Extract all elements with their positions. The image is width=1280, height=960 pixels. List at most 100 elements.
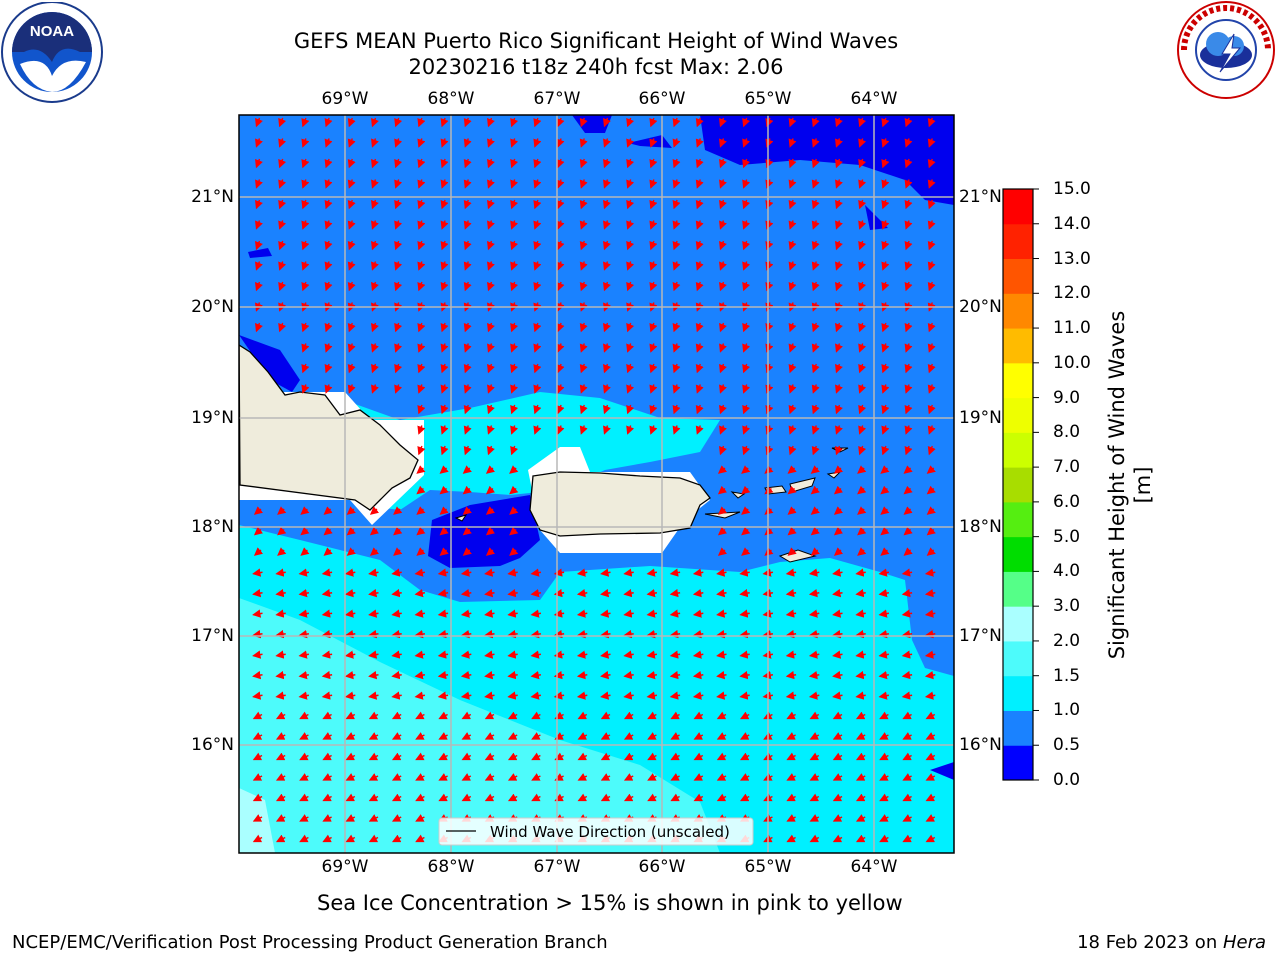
wind-wave-arrow (811, 404, 820, 415)
wind-wave-arrow (879, 834, 889, 843)
wind-wave-arrow (301, 220, 310, 230)
wind-wave-arrow (484, 670, 495, 680)
wind-wave-arrow (484, 588, 495, 598)
wind-wave-arrow (484, 773, 495, 781)
wind-wave-arrow (347, 261, 356, 271)
wind-wave-arrow (324, 117, 333, 128)
wind-wave-arrow (742, 384, 751, 394)
wind-wave-arrow (255, 138, 263, 148)
wind-wave-arrow (669, 588, 681, 598)
wind-wave-arrow (649, 117, 658, 128)
wind-wave-arrow (788, 343, 797, 353)
wind-wave-arrow (623, 609, 634, 618)
wind-wave-arrow (321, 629, 333, 639)
wind-wave-arrow (600, 691, 611, 700)
wind-wave-arrow (579, 240, 588, 251)
wind-wave-arrow (649, 199, 658, 210)
wind-wave-arrow (809, 773, 820, 781)
wind-wave-arrow (300, 526, 310, 536)
wind-wave-arrow (810, 485, 820, 495)
wind-wave-arrow (669, 629, 681, 639)
wind-wave-arrow (927, 281, 936, 292)
wind-wave-arrow (717, 547, 728, 556)
wind-wave-arrow (742, 404, 751, 415)
wind-wave-arrow (253, 547, 264, 556)
wind-wave-arrow (533, 179, 542, 189)
wind-wave-arrow (301, 199, 310, 210)
wind-wave-arrow (672, 404, 681, 415)
wind-wave-arrow (808, 588, 820, 598)
wind-wave-arrow (603, 117, 611, 128)
wind-wave-arrow (786, 711, 796, 720)
wind-wave-arrow (321, 670, 333, 680)
wind-wave-arrow (649, 158, 658, 169)
wind-wave-arrow (321, 650, 333, 659)
wind-wave-arrow (647, 711, 657, 720)
wind-wave-arrow (440, 158, 449, 169)
wind-wave-arrow (299, 773, 309, 781)
wind-wave-arrow (904, 199, 913, 210)
wind-wave-arrow (600, 670, 611, 680)
wind-wave-arrow (649, 322, 658, 333)
wind-wave-arrow (878, 670, 890, 680)
wind-wave-arrow (463, 138, 472, 148)
wind-wave-arrow (368, 650, 379, 659)
wind-wave-arrow (510, 281, 519, 292)
wind-wave-arrow (788, 261, 797, 271)
wind-wave-arrow (415, 773, 425, 781)
wind-wave-arrow (275, 691, 286, 700)
wind-wave-arrow (417, 322, 426, 333)
wind-wave-arrow (857, 547, 867, 556)
sea-ice-note-text: Sea Ice Concentration > 15% is shown in … (317, 891, 903, 915)
wind-wave-arrow (901, 691, 913, 700)
wind-wave-arrow (811, 138, 820, 148)
wind-wave-arrow (855, 793, 866, 802)
wind-wave-arrow (716, 609, 727, 618)
wind-wave-arrow (927, 425, 936, 435)
wind-wave-arrow (533, 199, 542, 210)
wind-wave-arrow (835, 199, 843, 210)
wind-wave-arrow (440, 363, 449, 374)
wind-wave-arrow (255, 240, 263, 251)
wind-wave-arrow (345, 732, 356, 740)
wind-wave-arrow (858, 179, 867, 189)
wind-wave-arrow (669, 670, 681, 680)
wind-wave-arrow (878, 691, 890, 700)
wind-wave-arrow (741, 526, 751, 536)
wind-wave-arrow (739, 691, 750, 700)
wind-wave-arrow (275, 732, 286, 740)
wind-wave-arrow (879, 752, 889, 761)
wind-wave-arrow (509, 506, 519, 515)
wind-wave-arrow (904, 281, 913, 292)
tick-label: 18°N (959, 517, 1002, 537)
wind-wave-arrow (646, 609, 658, 618)
wind-wave-arrow (835, 384, 843, 394)
wind-wave-arrow (716, 793, 727, 802)
wind-wave-arrow (716, 711, 727, 720)
tick-label: 65°W (744, 89, 792, 109)
wind-wave-arrow (788, 445, 797, 456)
wind-wave-arrow (437, 568, 449, 577)
wind-wave-arrow (507, 691, 518, 700)
wind-wave-arrow (719, 220, 727, 230)
wind-wave-arrow (460, 609, 472, 618)
wind-wave-arrow (809, 834, 820, 843)
wind-wave-arrow (742, 343, 751, 353)
wind-wave-arrow (347, 363, 356, 374)
wind-wave-arrow (693, 752, 704, 761)
wind-wave-arrow (576, 629, 588, 639)
wind-wave-arrow (901, 588, 913, 598)
wind-wave-arrow (832, 793, 843, 802)
wind-wave-arrow (487, 281, 495, 292)
wind-wave-arrow (926, 526, 936, 536)
wind-wave-arrow (904, 363, 913, 374)
wind-wave-arrow (835, 425, 843, 435)
footer-date-text: 18 Feb 2023 on (1077, 932, 1223, 953)
wind-wave-arrow (394, 117, 403, 128)
wind-wave-arrow (809, 814, 820, 822)
tick-label: 67°W (533, 857, 581, 877)
colorbar-level-label: 6.0 (1053, 491, 1081, 512)
wind-wave-arrow (855, 691, 866, 700)
colorbar-title: Significant Height of Wind Waves [m] (1105, 310, 1155, 660)
wind-wave-arrow (719, 240, 727, 251)
